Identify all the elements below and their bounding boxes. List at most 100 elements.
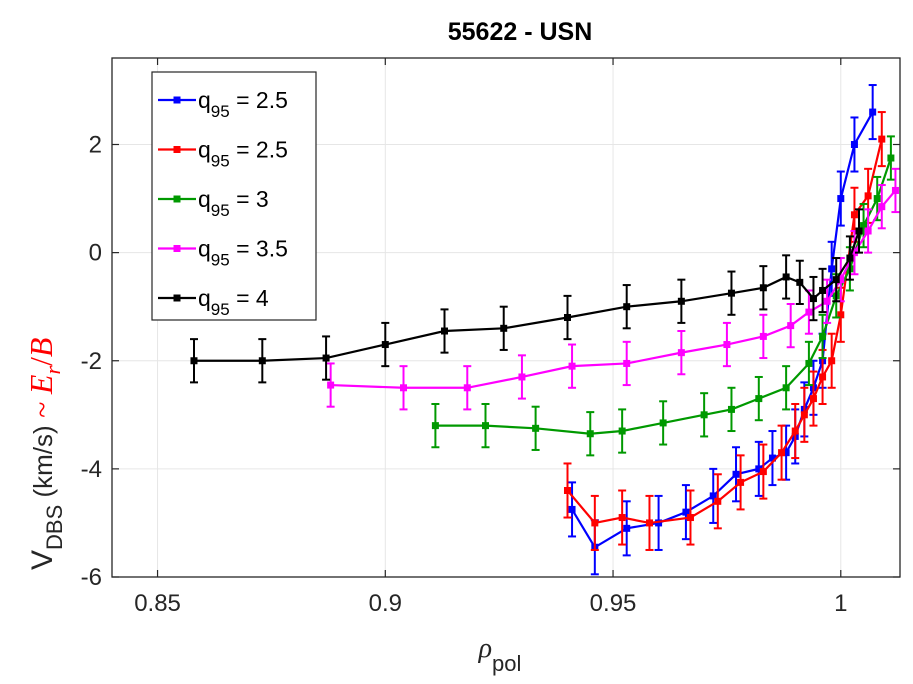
x-tick-label: 0.85 <box>134 590 181 617</box>
data-point <box>837 195 845 203</box>
legend-label: q95 = 2.5 <box>198 137 288 171</box>
data-point <box>322 354 330 362</box>
data-point <box>755 465 763 473</box>
data-point <box>190 357 198 365</box>
series-2 <box>563 111 886 551</box>
legend-label: q95 = 3 <box>198 186 269 220</box>
data-point <box>463 384 471 392</box>
series-5 <box>189 208 864 384</box>
data-point <box>819 286 827 294</box>
data-point <box>805 308 813 316</box>
data-point <box>732 470 740 478</box>
data-point <box>623 359 631 367</box>
legend-marker <box>173 294 181 302</box>
y-axis-label-main: V <box>26 550 59 570</box>
data-point <box>759 468 767 476</box>
data-point <box>400 384 408 392</box>
x-axis-label-sub: pol <box>492 651 521 676</box>
legend-label: q95 = 3.5 <box>198 236 288 270</box>
data-point <box>864 227 872 235</box>
ticks: 0.85 0.9 0.95 1 -6 -4 -2 0 2 <box>81 58 900 617</box>
data-point <box>828 265 836 273</box>
data-point <box>796 278 804 286</box>
data-point <box>563 487 571 494</box>
data-point <box>563 314 571 321</box>
data-point <box>568 362 576 370</box>
data-point <box>855 227 863 235</box>
data-point <box>782 273 790 281</box>
data-point <box>482 422 490 430</box>
chart-title: 55622 - USN <box>448 18 593 46</box>
data-point <box>778 449 786 457</box>
y-tick-label: 2 <box>89 132 102 159</box>
data-point <box>532 424 540 432</box>
data-point <box>709 492 717 500</box>
data-point <box>800 411 808 419</box>
data-point <box>755 395 763 403</box>
plot-frame <box>111 57 901 578</box>
series-1 <box>568 84 877 576</box>
y-axis-label-er: E <box>23 374 59 395</box>
y-axis-label-approx: ~ <box>26 394 59 425</box>
data-point <box>727 289 735 297</box>
data-point <box>873 195 881 203</box>
data-point <box>327 381 335 389</box>
legend-entry: q95 = 3 <box>158 186 269 220</box>
legend-entry: q95 = 2.5 <box>158 87 288 121</box>
data-point <box>791 427 799 435</box>
svg-text:VDBS (km/s) ~ Er/B: VDBS (km/s) ~ Er/B <box>23 338 67 570</box>
y-axis-label-b: B <box>23 338 59 358</box>
data-point <box>686 514 694 522</box>
legend-label: q95 = 2.5 <box>198 87 288 121</box>
data-point <box>828 357 836 365</box>
x-tick-label: 1 <box>834 590 847 617</box>
data-point <box>431 422 439 430</box>
data-point <box>682 508 690 516</box>
data-point <box>850 249 858 257</box>
y-axis-label-er-sub: r <box>40 366 65 375</box>
legend-marker <box>173 195 181 203</box>
data-point <box>860 222 868 230</box>
data-point <box>891 186 899 194</box>
data-point <box>759 332 767 340</box>
data-point <box>759 284 767 292</box>
y-axis-label-sub: DBS <box>42 505 67 550</box>
data-point <box>850 141 858 148</box>
data-point <box>809 295 817 303</box>
data-point <box>782 449 790 457</box>
data-point <box>586 430 594 438</box>
data-point <box>737 478 745 486</box>
data-point <box>568 505 576 513</box>
legend: q95 = 2.5 q95 = 2.5 q95 = 3 q95 = 3.5 q95 = … <box>151 71 317 321</box>
data-point <box>381 341 389 349</box>
y-axis-label-unit: (km/s) <box>28 425 58 504</box>
data-point <box>864 192 872 200</box>
data-point <box>787 322 795 330</box>
data-point <box>618 514 626 522</box>
legend-marker <box>173 96 181 104</box>
data-point <box>258 357 266 365</box>
data-point <box>887 154 895 162</box>
data-point <box>850 211 858 219</box>
data-point <box>518 373 526 381</box>
x-tick-label: 0.9 <box>369 590 402 617</box>
data-point <box>714 497 722 505</box>
legend-marker <box>173 245 181 252</box>
data-point <box>591 519 599 527</box>
data-point <box>832 276 840 284</box>
legend-label: q95 = 4 <box>198 285 269 319</box>
y-axis-label: VDBS (km/s) ~ Er/B <box>23 338 67 570</box>
x-tick-label: 0.95 <box>590 590 637 617</box>
data-point <box>823 297 831 305</box>
series-3 <box>431 135 895 457</box>
data-point <box>805 359 813 367</box>
data-point <box>878 203 886 211</box>
y-tick-label: -2 <box>81 348 102 375</box>
data-point <box>819 332 827 340</box>
legend-marker <box>173 146 181 153</box>
y-tick-label: -4 <box>81 456 102 483</box>
series-line <box>571 111 874 549</box>
data-point <box>837 276 845 284</box>
legend-entry: q95 = 4 <box>158 285 269 319</box>
